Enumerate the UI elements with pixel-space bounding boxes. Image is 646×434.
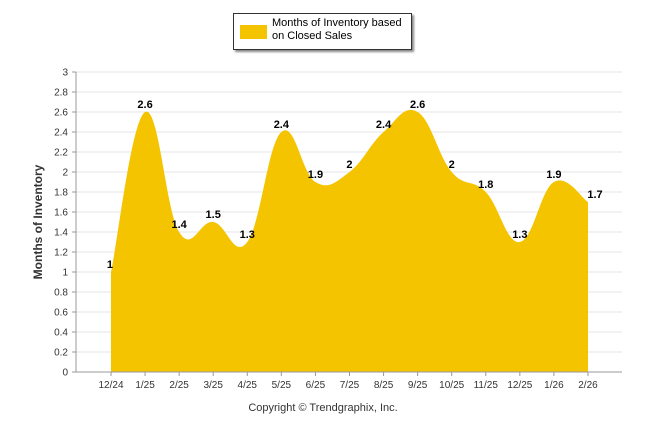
x-tick-label: 4/25 bbox=[238, 380, 258, 391]
data-label: 2.4 bbox=[376, 119, 392, 131]
data-label: 1.7 bbox=[587, 189, 602, 201]
x-tick-label: 6/25 bbox=[306, 380, 326, 391]
legend: Months of Inventory based on Closed Sale… bbox=[233, 13, 412, 50]
data-label: 2.6 bbox=[137, 99, 152, 111]
y-axis-title: Months of Inventory bbox=[31, 164, 45, 279]
y-tick-label: 0.8 bbox=[54, 288, 68, 299]
y-tick-labels: 0 0.2 0.4 0.6 0.8 1 1.2 1.4 1.6 1.8 2 2.2 2.4 2.6 2.8 3 bbox=[54, 68, 68, 379]
copyright-text: Copyright © Trendgraphix, Inc. bbox=[248, 402, 398, 414]
y-tick-label: 2.2 bbox=[54, 148, 68, 159]
data-label: 2.4 bbox=[274, 119, 290, 131]
x-tick-label: 2/26 bbox=[578, 380, 598, 391]
data-label: 1.9 bbox=[308, 169, 323, 181]
y-tick-label: 2.6 bbox=[54, 108, 68, 119]
x-tick-label: 3/25 bbox=[203, 380, 223, 391]
y-tick-label: 1 bbox=[62, 268, 68, 279]
x-tick-label: 9/25 bbox=[408, 380, 428, 391]
y-tick-label: 0.4 bbox=[54, 328, 68, 339]
data-label: 2 bbox=[346, 159, 352, 171]
x-tick-label: 2/25 bbox=[169, 380, 189, 391]
legend-swatch bbox=[240, 25, 267, 39]
data-label: 1.5 bbox=[206, 209, 221, 221]
x-tick-label: 8/25 bbox=[374, 380, 394, 391]
x-tick-label: 10/25 bbox=[439, 380, 464, 391]
data-labels: 1 2.6 1.4 1.5 1.3 2.4 1.9 2 2.4 2.6 2 1.8 1.3 1.9 1.7 bbox=[107, 99, 603, 271]
y-tick-label: 3 bbox=[62, 68, 68, 79]
x-tick-label: 5/25 bbox=[272, 380, 292, 391]
data-label: 2.6 bbox=[410, 99, 425, 111]
data-label: 1 bbox=[107, 259, 113, 271]
x-tick-label: 7/25 bbox=[340, 380, 360, 391]
series-area bbox=[111, 109, 588, 372]
x-tick-label: 1/25 bbox=[135, 380, 155, 391]
y-tick-label: 2 bbox=[62, 168, 68, 179]
data-label: 1.4 bbox=[171, 219, 187, 231]
data-label: 1.3 bbox=[512, 229, 527, 241]
y-tick-label: 0.6 bbox=[54, 308, 68, 319]
data-label: 1.9 bbox=[546, 169, 561, 181]
data-label: 1.8 bbox=[478, 179, 493, 191]
y-tick-label: 1.8 bbox=[54, 188, 68, 199]
y-tick-label: 2.8 bbox=[54, 88, 68, 99]
legend-label: Months of Inventory based on Closed Sale… bbox=[272, 17, 402, 42]
data-label: 1.3 bbox=[240, 229, 255, 241]
x-tick-labels: 12/24 1/25 2/25 3/25 4/25 5/25 6/25 7/25 8/25 9/2… bbox=[98, 372, 598, 391]
x-tick-label: 12/24 bbox=[98, 380, 123, 391]
y-tick-label: 1.4 bbox=[54, 228, 68, 239]
y-tick-label: 1.2 bbox=[54, 248, 68, 259]
y-tick-label: 1.6 bbox=[54, 208, 68, 219]
y-tick-label: 0 bbox=[62, 368, 68, 379]
y-tick-label: 0.2 bbox=[54, 348, 68, 359]
x-tick-label: 12/25 bbox=[507, 380, 532, 391]
x-tick-label: 1/26 bbox=[544, 380, 564, 391]
data-label: 2 bbox=[449, 159, 455, 171]
y-tick-label: 2.4 bbox=[54, 128, 68, 139]
x-tick-label: 11/25 bbox=[474, 380, 499, 391]
